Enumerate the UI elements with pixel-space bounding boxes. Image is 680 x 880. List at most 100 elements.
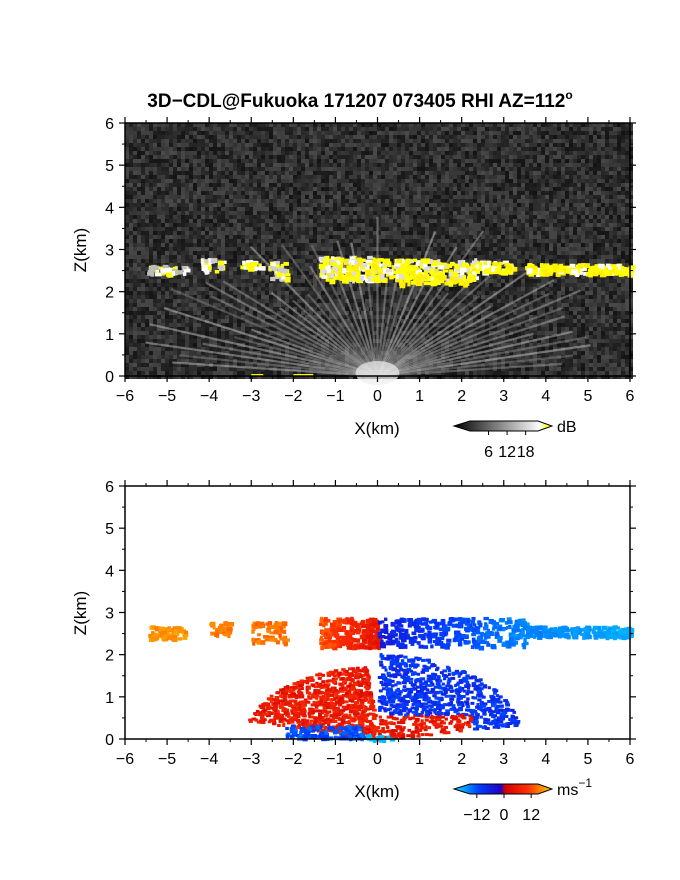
noise-cell xyxy=(165,139,169,143)
noise-cell xyxy=(541,131,545,135)
noise-cell xyxy=(277,191,281,195)
noise-cell xyxy=(201,271,205,275)
noise-cell xyxy=(477,239,481,243)
noise-cell xyxy=(477,251,481,255)
noise-cell xyxy=(213,123,217,127)
noise-cell xyxy=(421,135,425,139)
noise-cell xyxy=(157,239,161,243)
noise-cell xyxy=(617,175,621,179)
noise-cell xyxy=(621,223,625,227)
noise-cell xyxy=(513,227,517,231)
noise-cell xyxy=(381,211,385,215)
noise-cell xyxy=(465,227,469,231)
noise-cell xyxy=(313,135,317,139)
noise-cell xyxy=(225,143,229,147)
noise-cell xyxy=(157,195,161,199)
noise-cell xyxy=(137,259,141,263)
noise-cell xyxy=(193,151,197,155)
noise-cell xyxy=(349,203,353,207)
noise-cell xyxy=(489,227,493,231)
noise-cell xyxy=(445,231,449,235)
noise-cell xyxy=(165,143,169,147)
noise-cell xyxy=(421,187,425,191)
noise-cell xyxy=(433,167,437,171)
noise-cell xyxy=(377,183,381,187)
noise-cell xyxy=(293,143,297,147)
noise-cell xyxy=(213,235,217,239)
noise-cell xyxy=(545,275,549,279)
noise-cell xyxy=(257,195,261,199)
noise-cell xyxy=(401,239,405,243)
noise-cell xyxy=(189,127,193,131)
noise-cell xyxy=(373,175,377,179)
noise-cell xyxy=(269,127,273,131)
noise-cell xyxy=(425,203,429,207)
noise-cell xyxy=(345,243,349,247)
noise-cell xyxy=(441,215,445,219)
noise-cell xyxy=(269,183,273,187)
noise-cell xyxy=(145,163,149,167)
noise-cell xyxy=(525,147,529,151)
noise-cell xyxy=(293,267,297,271)
noise-cell xyxy=(313,227,317,231)
noise-cell xyxy=(361,123,365,127)
noise-cell xyxy=(549,139,553,143)
noise-cell xyxy=(445,275,449,279)
noise-cell xyxy=(377,123,381,127)
noise-cell xyxy=(365,195,369,199)
noise-cell xyxy=(345,151,349,155)
noise-cell xyxy=(509,147,513,151)
noise-cell xyxy=(321,127,325,131)
noise-cell xyxy=(417,239,421,243)
noise-cell xyxy=(281,195,285,199)
noise-cell xyxy=(161,135,165,139)
noise-cell xyxy=(593,171,597,175)
noise-cell xyxy=(325,207,329,211)
noise-cell xyxy=(501,219,505,223)
noise-cell xyxy=(417,211,421,215)
noise-cell xyxy=(205,183,209,187)
noise-cell xyxy=(389,239,393,243)
noise-cell xyxy=(273,171,277,175)
noise-cell xyxy=(425,123,429,127)
noise-cell xyxy=(461,163,465,167)
noise-cell xyxy=(277,251,281,255)
noise-cell xyxy=(413,223,417,227)
noise-cell xyxy=(465,219,469,223)
noise-cell xyxy=(525,151,529,155)
noise-cell xyxy=(545,215,549,219)
noise-cell xyxy=(533,263,537,267)
noise-cell xyxy=(265,187,269,191)
noise-cell xyxy=(169,279,173,283)
noise-cell xyxy=(581,175,585,179)
noise-cell xyxy=(173,127,177,131)
noise-cell xyxy=(357,167,361,171)
noise-cell xyxy=(501,167,505,171)
noise-cell xyxy=(149,179,153,183)
noise-cell xyxy=(397,227,401,231)
noise-cell xyxy=(265,179,269,183)
noise-cell xyxy=(189,275,193,279)
noise-cell xyxy=(389,179,393,183)
noise-cell xyxy=(569,179,573,183)
noise-cell xyxy=(185,239,189,243)
noise-cell xyxy=(537,191,541,195)
noise-cell xyxy=(265,203,269,207)
noise-cell xyxy=(501,191,505,195)
noise-cell xyxy=(577,223,581,227)
noise-cell xyxy=(149,211,153,215)
noise-cell xyxy=(137,159,141,163)
noise-cell xyxy=(485,203,489,207)
noise-cell xyxy=(429,183,433,187)
noise-cell xyxy=(221,139,225,143)
noise-cell xyxy=(521,151,525,155)
noise-cell xyxy=(501,247,505,251)
noise-cell xyxy=(493,135,497,139)
noise-cell xyxy=(553,123,557,127)
noise-cell xyxy=(433,203,437,207)
noise-cell xyxy=(125,211,129,215)
noise-cell xyxy=(205,247,209,251)
noise-cell xyxy=(257,211,261,215)
noise-cell xyxy=(377,147,381,151)
noise-cell xyxy=(453,163,457,167)
